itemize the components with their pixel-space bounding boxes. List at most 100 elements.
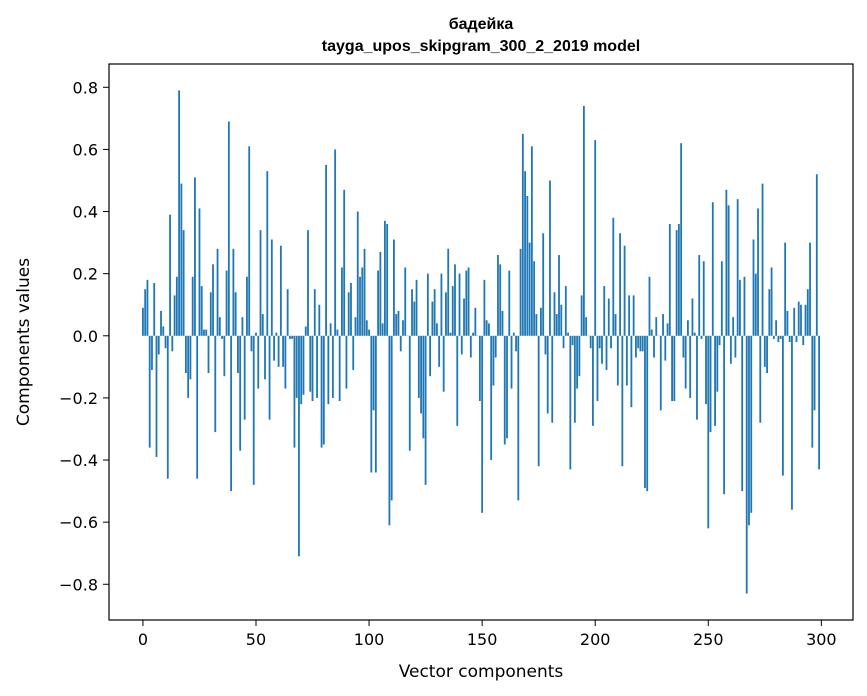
bar — [365, 320, 368, 336]
bar — [408, 335, 411, 451]
bar — [630, 335, 633, 408]
bar — [675, 230, 678, 336]
bar — [506, 335, 508, 439]
bar — [327, 335, 330, 405]
bar — [207, 335, 210, 374]
bar — [734, 335, 737, 358]
bar — [635, 335, 637, 358]
bar — [250, 335, 253, 352]
bar — [666, 323, 669, 336]
bar — [184, 335, 187, 374]
bar — [788, 335, 791, 342]
bar — [368, 329, 370, 336]
bar — [555, 314, 558, 336]
bar — [180, 183, 183, 336]
bar — [399, 335, 402, 352]
bar — [614, 314, 617, 336]
bar — [266, 171, 269, 336]
bar — [289, 335, 291, 339]
bar — [653, 335, 655, 358]
bar — [576, 335, 579, 389]
bar — [501, 310, 504, 336]
bar — [659, 335, 662, 411]
bar — [182, 230, 185, 336]
bar — [628, 295, 631, 336]
bar — [191, 276, 194, 336]
bar — [542, 233, 545, 336]
bar — [347, 292, 350, 336]
bar — [716, 335, 719, 392]
bar — [420, 335, 422, 414]
bar — [718, 335, 721, 346]
bar — [732, 317, 735, 336]
bar — [623, 245, 626, 336]
bar — [705, 335, 707, 405]
y-axis-label: Components values — [14, 258, 34, 426]
bar — [761, 183, 764, 336]
bar — [417, 335, 420, 398]
bar — [567, 332, 569, 336]
bar — [424, 335, 427, 485]
bar — [720, 261, 723, 336]
bar — [268, 335, 271, 420]
bar — [546, 335, 549, 414]
bar — [458, 273, 461, 336]
bar — [483, 279, 486, 336]
bar — [259, 230, 262, 336]
bar — [592, 335, 594, 426]
bar — [763, 335, 766, 367]
bar — [637, 335, 640, 349]
bar — [460, 335, 463, 355]
chart-subtitle: tayga_upos_skipgram_300_2_2019 model — [322, 38, 640, 55]
bar — [318, 304, 321, 336]
bar — [309, 335, 312, 392]
bar — [456, 335, 459, 426]
bar-series — [142, 90, 820, 594]
bar — [603, 286, 606, 336]
bar — [748, 335, 750, 526]
bar — [673, 335, 676, 402]
bar — [601, 335, 603, 364]
bar — [540, 307, 542, 336]
bar — [772, 335, 775, 339]
bar — [300, 335, 303, 405]
bar — [578, 335, 581, 377]
bar — [264, 335, 266, 380]
bar — [503, 335, 506, 445]
bar — [684, 335, 687, 389]
bar — [388, 335, 391, 526]
bar — [515, 335, 517, 352]
x-tick-label: 50 — [246, 630, 266, 649]
bar — [564, 286, 567, 336]
bar — [709, 335, 712, 433]
bar — [363, 248, 366, 336]
bar — [723, 335, 726, 495]
bar — [320, 335, 323, 448]
bar — [277, 335, 280, 367]
bar — [605, 335, 608, 370]
bar — [356, 211, 359, 336]
bar — [793, 307, 796, 336]
bar — [551, 335, 554, 423]
bar — [343, 189, 346, 336]
plot-area-frame — [108, 63, 854, 621]
bar — [454, 264, 456, 336]
bar — [528, 242, 531, 336]
bar — [151, 335, 153, 370]
bar — [571, 335, 574, 346]
bar — [304, 326, 307, 336]
bar — [379, 251, 382, 336]
bar — [302, 335, 305, 395]
bar — [440, 273, 443, 336]
bar — [485, 320, 488, 336]
bar — [329, 323, 332, 336]
bar — [671, 335, 673, 402]
bar — [510, 335, 513, 389]
bar — [313, 289, 316, 336]
bar — [558, 255, 560, 336]
bar — [189, 335, 192, 380]
bar — [162, 326, 165, 336]
bar — [284, 335, 287, 389]
bar — [451, 286, 454, 336]
bar — [316, 335, 318, 398]
